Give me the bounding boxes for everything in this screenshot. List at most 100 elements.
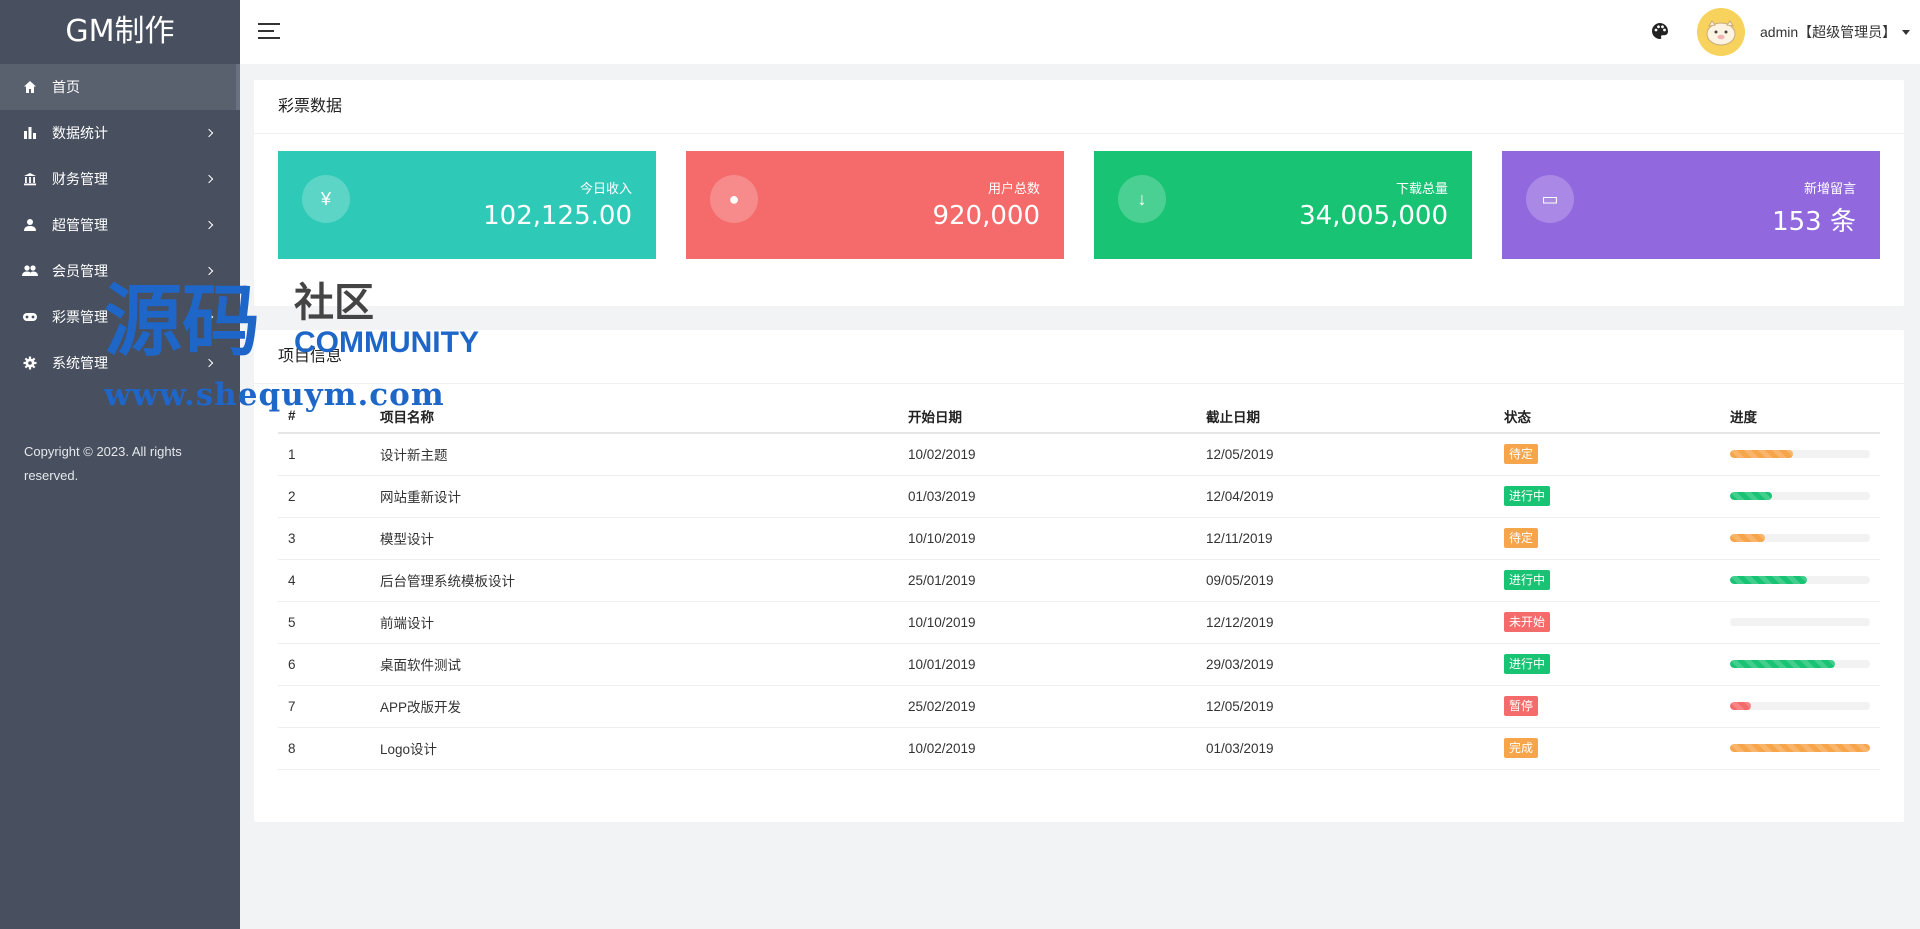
chevron-down-icon[interactable] [1902,30,1910,35]
stat-label: 今日收入 [579,181,632,196]
status-cell: 待定 [1494,517,1720,560]
sidebar-item-label: 财务管理 [52,171,108,187]
table-header-row: # 项目名称 开始日期 截止日期 状态 进度 [278,399,1880,434]
copyright-text: Copyright © 2023. All rights reserved. [24,444,182,483]
row-id: 1 [278,433,370,476]
table-row: 1 设计新主题 10/02/2019 12/05/2019 待定 [278,433,1880,476]
row-id: 3 [278,517,370,560]
progress-fill [1730,660,1835,668]
progress-cell [1720,433,1880,476]
end-date: 12/04/2019 [1196,475,1494,518]
column-header: # [278,399,370,434]
start-date: 10/10/2019 [898,517,1196,560]
user-icon [22,217,38,233]
end-date: 12/05/2019 [1196,433,1494,476]
message-icon: ▭ [1526,175,1574,223]
progress-fill [1730,534,1765,542]
project-name: 设计新主题 [370,433,898,476]
project-name: APP改版开发 [370,685,898,728]
gear-icon [22,355,38,371]
status-badge: 进行中 [1504,486,1551,506]
progress-fill [1730,576,1807,584]
menu-toggle-icon[interactable] [258,23,280,39]
progress-fill [1730,744,1870,752]
sidebar-item-label: 会员管理 [52,263,108,279]
status-cell: 进行中 [1494,559,1720,602]
sidebar-item[interactable]: 财务管理 [0,156,240,202]
sidebar-item[interactable]: 彩票管理 [0,294,240,340]
sidebar-item[interactable]: 系统管理 [0,340,240,386]
project-name: 模型设计 [370,517,898,560]
end-date: 01/03/2019 [1196,727,1494,770]
chevron-right-icon [204,128,214,138]
chevron-right-icon [204,220,214,230]
progress-fill [1730,492,1772,500]
table-row: 4 后台管理系统模板设计 25/01/2019 09/05/2019 进行中 [278,559,1880,602]
start-date: 01/03/2019 [898,475,1196,518]
row-id: 7 [278,685,370,728]
status-badge: 暂停 [1504,696,1539,716]
row-id: 8 [278,727,370,770]
progress-bar [1730,744,1870,752]
stat-card: ● 用户总数 920,000 [686,151,1064,259]
start-date: 25/01/2019 [898,559,1196,602]
stat-label: 新增留言 [1803,181,1856,196]
progress-cell [1720,559,1880,602]
status-cell: 完成 [1494,727,1720,770]
stats-row: ¥ 今日收入 102,125.00 ● 用户总数 920,000 ↓ 下载总量 34,005,0… [278,151,1880,259]
progress-bar [1730,576,1870,584]
row-id: 6 [278,643,370,686]
stat-value: 34,005,000 [1299,201,1448,231]
status-badge: 未开始 [1504,612,1551,632]
stat-value: 920,000 [932,201,1040,231]
stat-label: 下载总量 [1395,181,1448,196]
sidebar-item-label: 系统管理 [52,355,108,371]
progress-cell [1720,601,1880,644]
column-header: 开始日期 [898,399,1196,434]
status-badge: 进行中 [1504,570,1551,590]
sidebar-menu: 首页数据统计财务管理超管管理会员管理彩票管理系统管理 [0,64,240,386]
project-table: # 项目名称 开始日期 截止日期 状态 进度 1 设计新主题 10/02/2019 12/05/… [278,399,1880,770]
top-header: admin【超级管理员】 [240,0,1920,64]
user-menu[interactable]: admin【超级管理员】 [1760,24,1897,40]
project-name: 后台管理系统模板设计 [370,559,898,602]
start-date: 25/02/2019 [898,685,1196,728]
table-row: 6 桌面软件测试 10/01/2019 29/03/2019 进行中 [278,643,1880,686]
sidebar-item[interactable]: 首页 [0,64,240,110]
progress-bar [1730,492,1870,500]
column-header: 状态 [1494,399,1720,434]
sidebar-item-label: 首页 [52,79,80,95]
stat-card: ▭ 新增留言 153 条 [1502,151,1880,259]
project-info-card: 项目信息 # 项目名称 开始日期 截止日期 状态 进度 1 设计新主题 10/02/2019 1… [254,330,1904,822]
status-badge: 完成 [1504,738,1539,758]
palette-icon[interactable] [1650,21,1670,41]
status-badge: 待定 [1504,444,1539,465]
row-id: 4 [278,559,370,602]
progress-fill [1730,702,1751,710]
start-date: 10/10/2019 [898,601,1196,644]
stat-value: 153 条 [1772,207,1856,237]
progress-cell [1720,475,1880,518]
progress-bar [1730,534,1870,542]
progress-cell [1720,517,1880,560]
card-title: 彩票数据 [254,80,1904,134]
progress-bar [1730,660,1870,668]
sidebar-item-label: 彩票管理 [52,309,108,325]
card-title: 项目信息 [254,330,1904,384]
row-id: 5 [278,601,370,644]
row-id: 2 [278,475,370,518]
status-cell: 待定 [1494,433,1720,476]
table-row: 8 Logo设计 10/02/2019 01/03/2019 完成 [278,727,1880,770]
column-header: 项目名称 [370,399,898,434]
sidebar-item[interactable]: 数据统计 [0,110,240,156]
avatar[interactable] [1697,8,1745,56]
status-cell: 进行中 [1494,475,1720,518]
project-name: 桌面软件测试 [370,643,898,686]
sidebar-item[interactable]: 会员管理 [0,248,240,294]
progress-bar [1730,450,1870,459]
progress-bar [1730,702,1870,710]
start-date: 10/02/2019 [898,727,1196,770]
column-header: 进度 [1720,399,1880,434]
sidebar-item[interactable]: 超管管理 [0,202,240,248]
project-name: 网站重新设计 [370,475,898,518]
